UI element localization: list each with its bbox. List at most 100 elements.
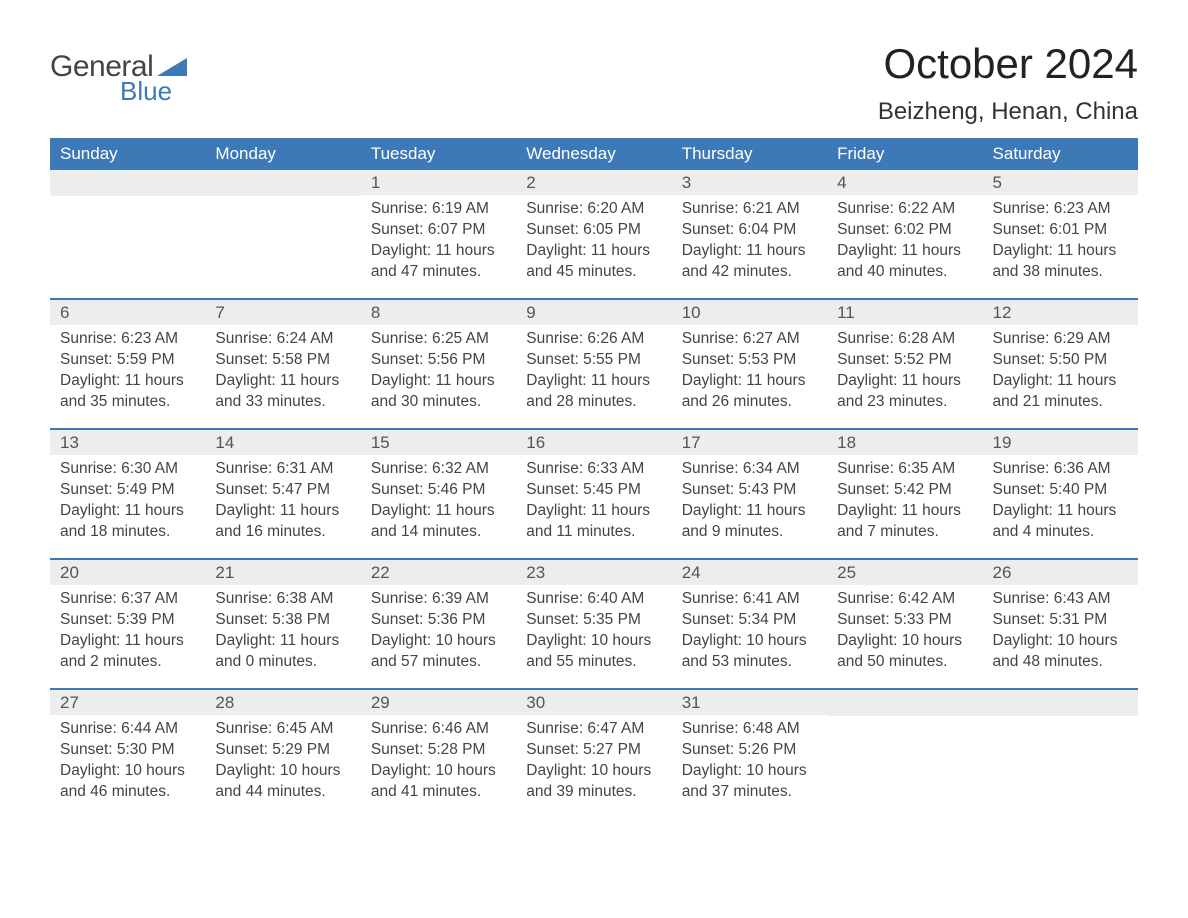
day-daylight2: and 23 minutes. bbox=[837, 392, 972, 413]
day-sunrise: Sunrise: 6:31 AM bbox=[215, 459, 350, 480]
day-details: Sunrise: 6:32 AMSunset: 5:46 PMDaylight:… bbox=[361, 455, 516, 543]
day-cell: 22Sunrise: 6:39 AMSunset: 5:36 PMDayligh… bbox=[361, 560, 516, 688]
day-cell: 23Sunrise: 6:40 AMSunset: 5:35 PMDayligh… bbox=[516, 560, 671, 688]
day-daylight2: and 53 minutes. bbox=[682, 652, 817, 673]
day-sunset: Sunset: 5:26 PM bbox=[682, 740, 817, 761]
day-details: Sunrise: 6:27 AMSunset: 5:53 PMDaylight:… bbox=[672, 325, 827, 413]
day-number: 11 bbox=[827, 300, 982, 325]
week-row: 27Sunrise: 6:44 AMSunset: 5:30 PMDayligh… bbox=[50, 688, 1138, 818]
day-daylight1: Daylight: 11 hours bbox=[837, 371, 972, 392]
day-daylight1: Daylight: 11 hours bbox=[682, 241, 817, 262]
day-details: Sunrise: 6:33 AMSunset: 5:45 PMDaylight:… bbox=[516, 455, 671, 543]
week-row: 13Sunrise: 6:30 AMSunset: 5:49 PMDayligh… bbox=[50, 428, 1138, 558]
day-details: Sunrise: 6:44 AMSunset: 5:30 PMDaylight:… bbox=[50, 715, 205, 803]
day-details: Sunrise: 6:26 AMSunset: 5:55 PMDaylight:… bbox=[516, 325, 671, 413]
day-daylight1: Daylight: 11 hours bbox=[837, 241, 972, 262]
week-row: 1Sunrise: 6:19 AMSunset: 6:07 PMDaylight… bbox=[50, 170, 1138, 298]
day-daylight2: and 39 minutes. bbox=[526, 782, 661, 803]
weekday-header: Thursday bbox=[672, 138, 827, 170]
day-cell: 20Sunrise: 6:37 AMSunset: 5:39 PMDayligh… bbox=[50, 560, 205, 688]
day-sunrise: Sunrise: 6:38 AM bbox=[215, 589, 350, 610]
day-daylight2: and 33 minutes. bbox=[215, 392, 350, 413]
day-sunrise: Sunrise: 6:44 AM bbox=[60, 719, 195, 740]
day-number: 10 bbox=[672, 300, 827, 325]
day-sunrise: Sunrise: 6:42 AM bbox=[837, 589, 972, 610]
day-number: 24 bbox=[672, 560, 827, 585]
day-details: Sunrise: 6:29 AMSunset: 5:50 PMDaylight:… bbox=[983, 325, 1138, 413]
day-daylight1: Daylight: 11 hours bbox=[215, 371, 350, 392]
day-sunset: Sunset: 6:01 PM bbox=[993, 220, 1128, 241]
day-daylight1: Daylight: 11 hours bbox=[215, 501, 350, 522]
day-daylight2: and 9 minutes. bbox=[682, 522, 817, 543]
day-number: 5 bbox=[983, 170, 1138, 195]
day-details: Sunrise: 6:19 AMSunset: 6:07 PMDaylight:… bbox=[361, 195, 516, 283]
day-cell: 28Sunrise: 6:45 AMSunset: 5:29 PMDayligh… bbox=[205, 690, 360, 818]
day-sunset: Sunset: 5:35 PM bbox=[526, 610, 661, 631]
day-sunset: Sunset: 5:53 PM bbox=[682, 350, 817, 371]
day-daylight1: Daylight: 10 hours bbox=[526, 761, 661, 782]
weekday-header-row: SundayMondayTuesdayWednesdayThursdayFrid… bbox=[50, 138, 1138, 170]
day-sunset: Sunset: 6:02 PM bbox=[837, 220, 972, 241]
month-title: October 2024 bbox=[878, 40, 1138, 88]
day-number: 30 bbox=[516, 690, 671, 715]
day-number: 18 bbox=[827, 430, 982, 455]
day-daylight2: and 11 minutes. bbox=[526, 522, 661, 543]
day-cell: 12Sunrise: 6:29 AMSunset: 5:50 PMDayligh… bbox=[983, 300, 1138, 428]
day-sunset: Sunset: 5:46 PM bbox=[371, 480, 506, 501]
day-details: Sunrise: 6:24 AMSunset: 5:58 PMDaylight:… bbox=[205, 325, 360, 413]
day-daylight1: Daylight: 11 hours bbox=[60, 371, 195, 392]
day-cell: 11Sunrise: 6:28 AMSunset: 5:52 PMDayligh… bbox=[827, 300, 982, 428]
day-daylight2: and 4 minutes. bbox=[993, 522, 1128, 543]
day-details: Sunrise: 6:43 AMSunset: 5:31 PMDaylight:… bbox=[983, 585, 1138, 673]
day-daylight1: Daylight: 10 hours bbox=[371, 631, 506, 652]
day-cell: 1Sunrise: 6:19 AMSunset: 6:07 PMDaylight… bbox=[361, 170, 516, 298]
day-sunset: Sunset: 5:52 PM bbox=[837, 350, 972, 371]
day-cell: 8Sunrise: 6:25 AMSunset: 5:56 PMDaylight… bbox=[361, 300, 516, 428]
day-cell: 29Sunrise: 6:46 AMSunset: 5:28 PMDayligh… bbox=[361, 690, 516, 818]
day-daylight1: Daylight: 10 hours bbox=[526, 631, 661, 652]
day-number: 4 bbox=[827, 170, 982, 195]
day-sunrise: Sunrise: 6:20 AM bbox=[526, 199, 661, 220]
day-daylight2: and 46 minutes. bbox=[60, 782, 195, 803]
day-sunrise: Sunrise: 6:22 AM bbox=[837, 199, 972, 220]
day-daylight1: Daylight: 11 hours bbox=[526, 371, 661, 392]
day-sunset: Sunset: 5:59 PM bbox=[60, 350, 195, 371]
day-cell: 19Sunrise: 6:36 AMSunset: 5:40 PMDayligh… bbox=[983, 430, 1138, 558]
day-details: Sunrise: 6:30 AMSunset: 5:49 PMDaylight:… bbox=[50, 455, 205, 543]
day-daylight1: Daylight: 10 hours bbox=[837, 631, 972, 652]
day-cell: 18Sunrise: 6:35 AMSunset: 5:42 PMDayligh… bbox=[827, 430, 982, 558]
day-sunset: Sunset: 5:27 PM bbox=[526, 740, 661, 761]
day-daylight2: and 18 minutes. bbox=[60, 522, 195, 543]
weekday-header: Monday bbox=[205, 138, 360, 170]
day-details: Sunrise: 6:31 AMSunset: 5:47 PMDaylight:… bbox=[205, 455, 360, 543]
day-daylight2: and 57 minutes. bbox=[371, 652, 506, 673]
day-sunset: Sunset: 5:42 PM bbox=[837, 480, 972, 501]
day-daylight2: and 48 minutes. bbox=[993, 652, 1128, 673]
day-details: Sunrise: 6:37 AMSunset: 5:39 PMDaylight:… bbox=[50, 585, 205, 673]
day-details: Sunrise: 6:23 AMSunset: 6:01 PMDaylight:… bbox=[983, 195, 1138, 283]
day-cell: 24Sunrise: 6:41 AMSunset: 5:34 PMDayligh… bbox=[672, 560, 827, 688]
day-daylight2: and 42 minutes. bbox=[682, 262, 817, 283]
day-number: 9 bbox=[516, 300, 671, 325]
day-details: Sunrise: 6:34 AMSunset: 5:43 PMDaylight:… bbox=[672, 455, 827, 543]
day-daylight1: Daylight: 11 hours bbox=[993, 371, 1128, 392]
day-details: Sunrise: 6:21 AMSunset: 6:04 PMDaylight:… bbox=[672, 195, 827, 283]
day-cell bbox=[827, 690, 982, 818]
day-sunrise: Sunrise: 6:24 AM bbox=[215, 329, 350, 350]
day-daylight1: Daylight: 11 hours bbox=[682, 371, 817, 392]
day-sunset: Sunset: 6:04 PM bbox=[682, 220, 817, 241]
day-daylight2: and 28 minutes. bbox=[526, 392, 661, 413]
day-daylight2: and 38 minutes. bbox=[993, 262, 1128, 283]
day-sunrise: Sunrise: 6:41 AM bbox=[682, 589, 817, 610]
day-cell: 10Sunrise: 6:27 AMSunset: 5:53 PMDayligh… bbox=[672, 300, 827, 428]
day-daylight1: Daylight: 11 hours bbox=[993, 241, 1128, 262]
day-number: 1 bbox=[361, 170, 516, 195]
day-daylight1: Daylight: 10 hours bbox=[993, 631, 1128, 652]
day-sunrise: Sunrise: 6:43 AM bbox=[993, 589, 1128, 610]
weekday-header: Wednesday bbox=[516, 138, 671, 170]
day-sunrise: Sunrise: 6:33 AM bbox=[526, 459, 661, 480]
day-cell bbox=[50, 170, 205, 298]
day-number bbox=[50, 170, 205, 196]
day-daylight2: and 37 minutes. bbox=[682, 782, 817, 803]
day-daylight2: and 7 minutes. bbox=[837, 522, 972, 543]
